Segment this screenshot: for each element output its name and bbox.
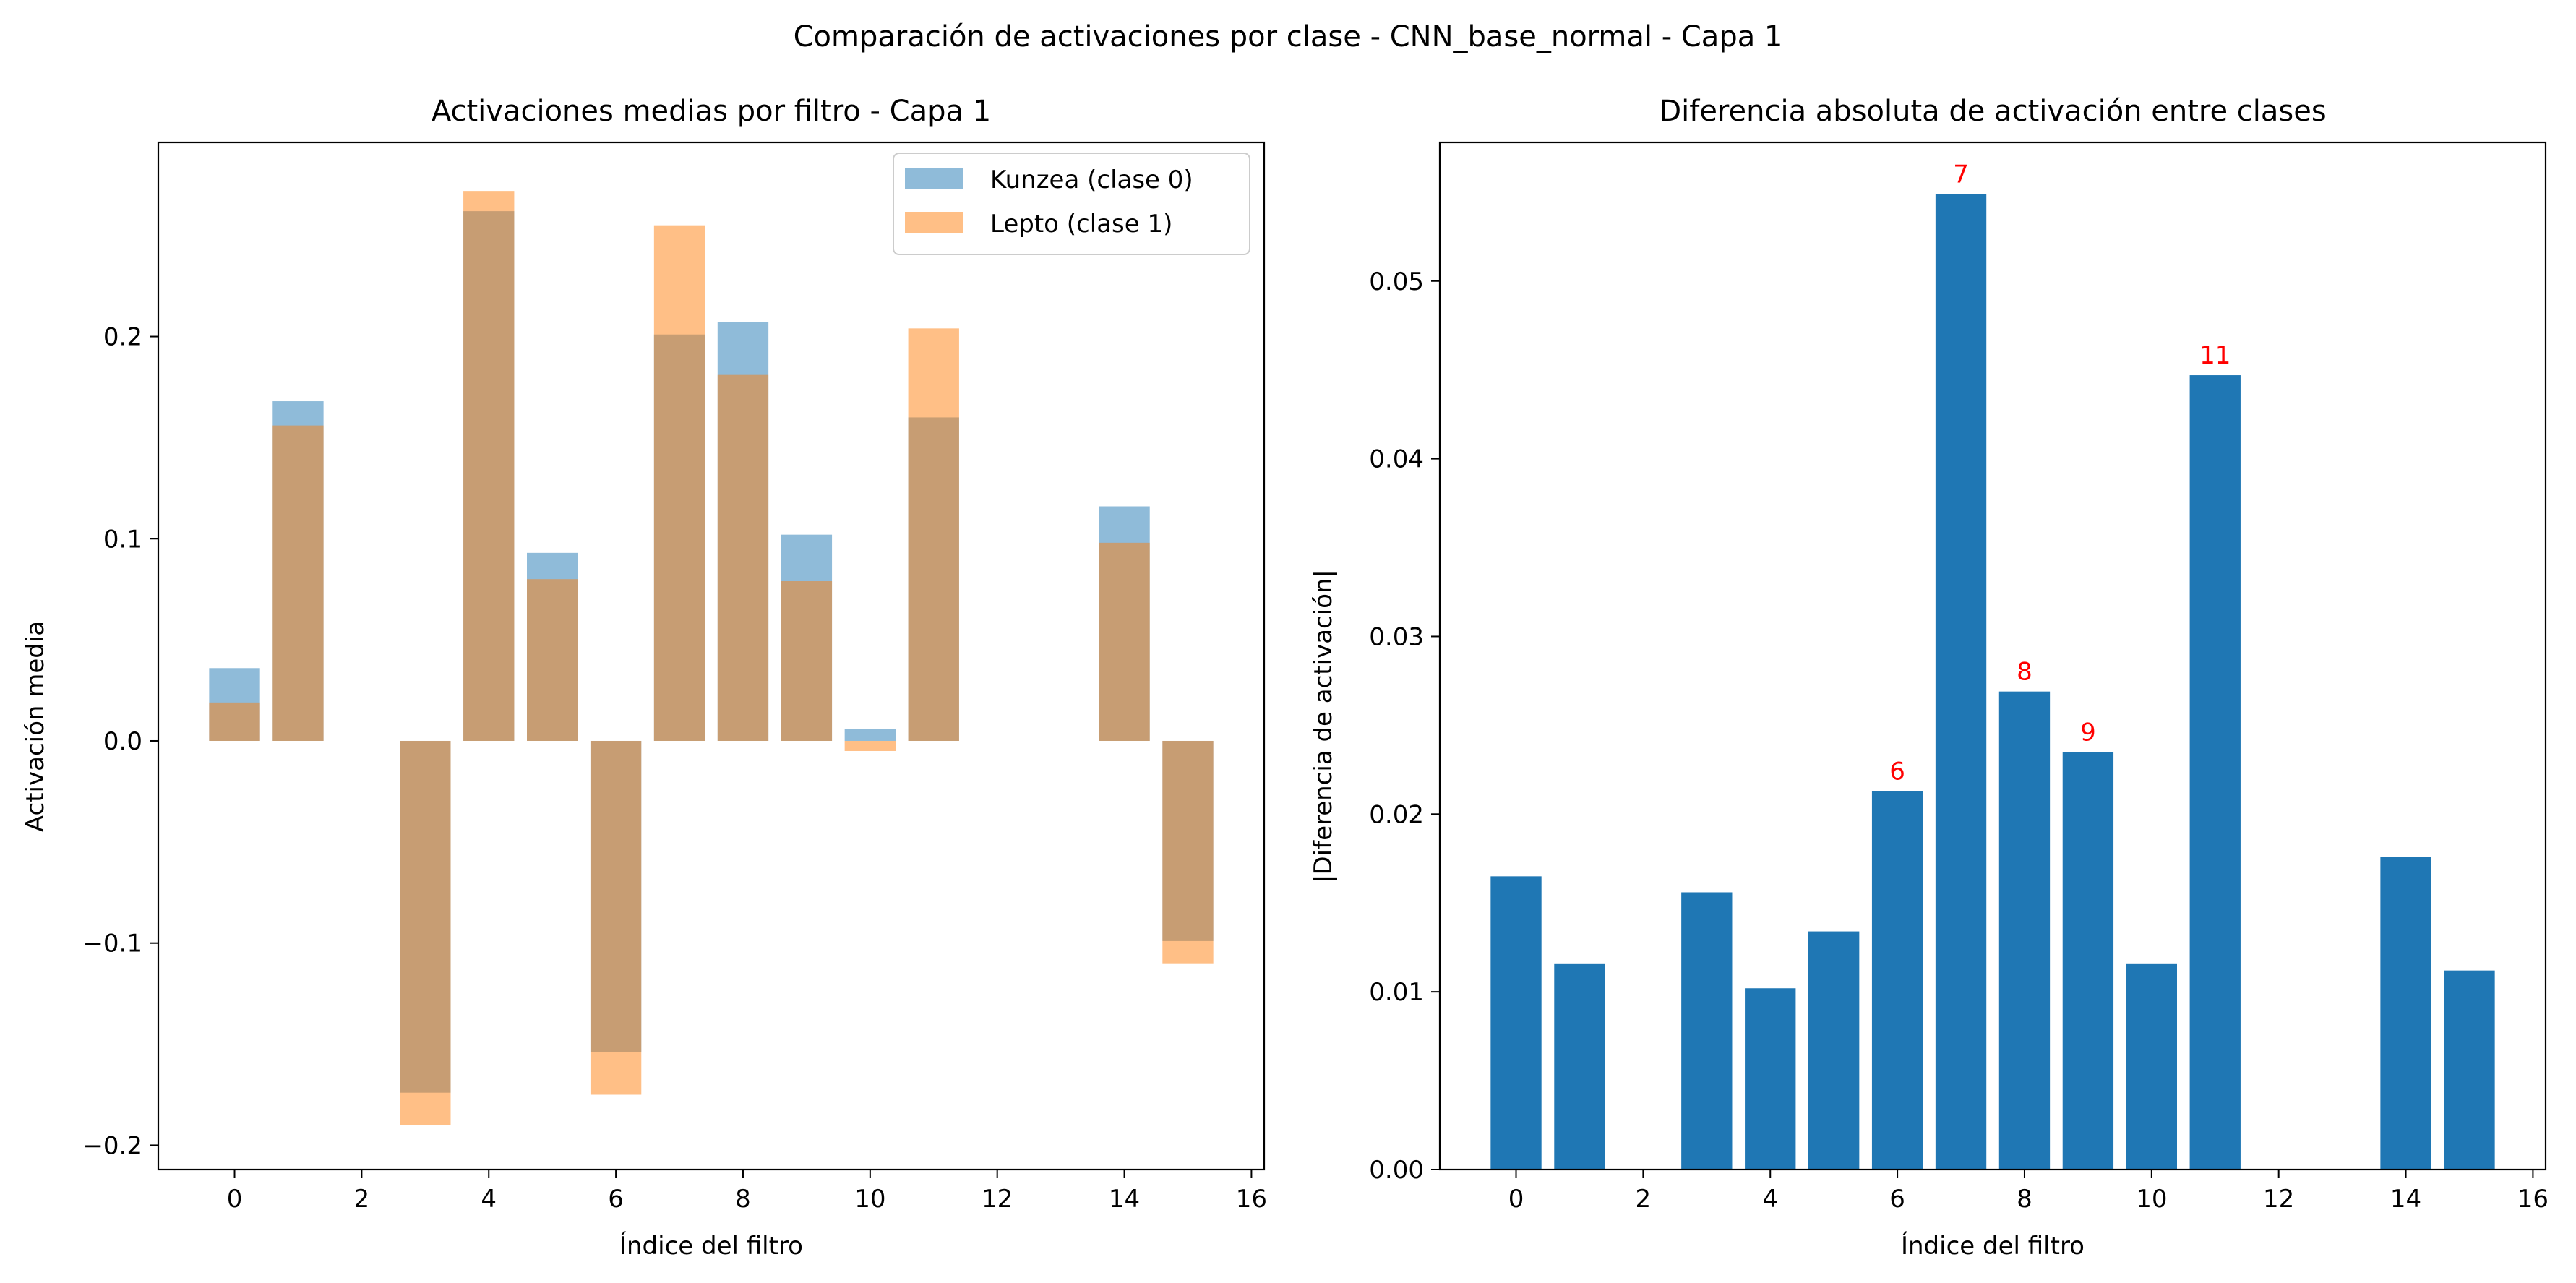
right-x-tick-label: 16 (2517, 1185, 2549, 1214)
legend-label-lepto: Lepto (clase 1) (990, 210, 1172, 239)
right-x-tick-label: 0 (1508, 1185, 1524, 1214)
left-y-tick-label: −0.1 (82, 930, 142, 958)
right-y-tick-label: 0.01 (1369, 978, 1424, 1007)
left-x-tick-label: 8 (735, 1185, 751, 1214)
annotation-label-6: 6 (1889, 757, 1905, 786)
lepto-bar-15 (1162, 740, 1214, 964)
left-y-axis-label: Activación media (21, 621, 50, 832)
diff-bar-8 (1998, 691, 2051, 1170)
right-y-tick-label: 0.03 (1369, 622, 1424, 651)
diff-bar-5 (1808, 931, 1860, 1170)
diff-bar-7 (1935, 194, 1987, 1170)
annotation-label-9: 9 (2080, 718, 2096, 747)
left-y-tick-label: 0.2 (103, 323, 142, 352)
annotation-label-8: 8 (2017, 658, 2032, 687)
legend: Kunzea (clase 0) Lepto (clase 1) (893, 153, 1250, 255)
left-x-tick-label: 16 (1236, 1185, 1267, 1214)
kunzea-bar-10 (844, 729, 896, 741)
right-axes: 0 2 4 6 8 10 12 14 16 0.00 0.01 0.02 0.03 0.04 0.05 (1369, 141, 2549, 1214)
left-x-tick-label: 14 (1109, 1185, 1140, 1214)
left-x-tick-label: 10 (854, 1185, 885, 1214)
diff-bar-3 (1681, 892, 1733, 1170)
left-x-tick-label: 12 (982, 1185, 1013, 1214)
lepto-bar-3 (400, 740, 451, 1125)
lepto-bar-7 (653, 225, 705, 741)
left-axes: 0 2 4 6 8 10 12 14 16 −0.2 −0.1 0.0 0.1 0.2 (82, 141, 1267, 1214)
legend-swatch-lepto (905, 212, 963, 233)
right-axes-frame (1438, 141, 2547, 1171)
left-x-tick-label: 2 (354, 1185, 370, 1214)
lepto-bar-4 (463, 191, 515, 741)
right-x-tick-label: 12 (2263, 1185, 2294, 1214)
annotation-label-7: 7 (1953, 160, 1969, 189)
left-y-tick-label: −0.2 (82, 1131, 142, 1160)
left-x-tick-label: 6 (608, 1185, 624, 1214)
right-chart-panel: Diferencia absoluta de activación entre … (1309, 95, 2549, 1261)
diff-bar-9 (2062, 752, 2114, 1170)
right-x-tick-label: 2 (1636, 1185, 1652, 1214)
diff-bar-4 (1745, 988, 1796, 1170)
lepto-bar-0 (209, 702, 260, 741)
diff-bar-14 (2380, 857, 2431, 1170)
right-annotations: 6 7 8 9 11 (1889, 160, 2231, 786)
legend-label-kunzea: Kunzea (clase 0) (990, 166, 1193, 194)
right-x-axis-label: Índice del filtro (1901, 1231, 2085, 1261)
diff-bar-6 (1871, 791, 1923, 1170)
left-y-tick-label: 0.0 (103, 727, 142, 756)
left-axes-frame (157, 141, 1266, 1171)
right-bars (1490, 194, 2495, 1170)
lepto-bar-6 (590, 740, 642, 1095)
annotation-label-11: 11 (2199, 341, 2231, 370)
lepto-bar-8 (717, 374, 769, 741)
left-x-tick-label: 0 (227, 1185, 243, 1214)
diff-bar-15 (2444, 970, 2495, 1170)
right-y-axis-label: |Diferencia de activación| (1309, 570, 1338, 883)
right-y-tick-label: 0.04 (1369, 445, 1424, 474)
diff-bar-1 (1554, 963, 1605, 1170)
diff-bar-11 (2189, 375, 2241, 1170)
left-chart-title: Activaciones medias por filtro - Capa 1 (432, 95, 991, 128)
right-y-tick-label: 0.02 (1369, 800, 1424, 829)
right-x-tick-label: 8 (2017, 1185, 2032, 1214)
diff-bar-10 (2126, 963, 2177, 1170)
right-x-tick-label: 6 (1889, 1185, 1905, 1214)
right-x-tick-label: 4 (1762, 1185, 1778, 1214)
figure-suptitle: Comparación de activaciones por clase - … (794, 20, 1783, 53)
left-bars (209, 191, 1214, 1125)
left-y-tick-label: 0.1 (103, 525, 142, 554)
lepto-bar-9 (781, 581, 833, 741)
right-y-tick-label: 0.05 (1369, 267, 1424, 296)
left-chart-panel: Activaciones medias por filtro - Capa 1 … (21, 95, 1267, 1261)
lepto-bar-5 (527, 579, 578, 741)
lepto-bar-14 (1099, 542, 1150, 741)
lepto-bar-11 (908, 328, 959, 741)
right-x-tick-label: 14 (2390, 1185, 2421, 1214)
right-x-tick-label: 10 (2136, 1185, 2167, 1214)
legend-swatch-kunzea (905, 168, 963, 189)
lepto-bar-10 (844, 740, 896, 751)
lepto-bar-1 (272, 425, 324, 741)
right-chart-title: Diferencia absoluta de activación entre … (1659, 95, 2326, 128)
diff-bar-0 (1490, 876, 1542, 1170)
right-y-tick-label: 0.00 (1369, 1156, 1424, 1185)
left-x-axis-label: Índice del filtro (619, 1231, 803, 1261)
left-x-tick-label: 4 (481, 1185, 497, 1214)
legend-frame (893, 153, 1250, 255)
